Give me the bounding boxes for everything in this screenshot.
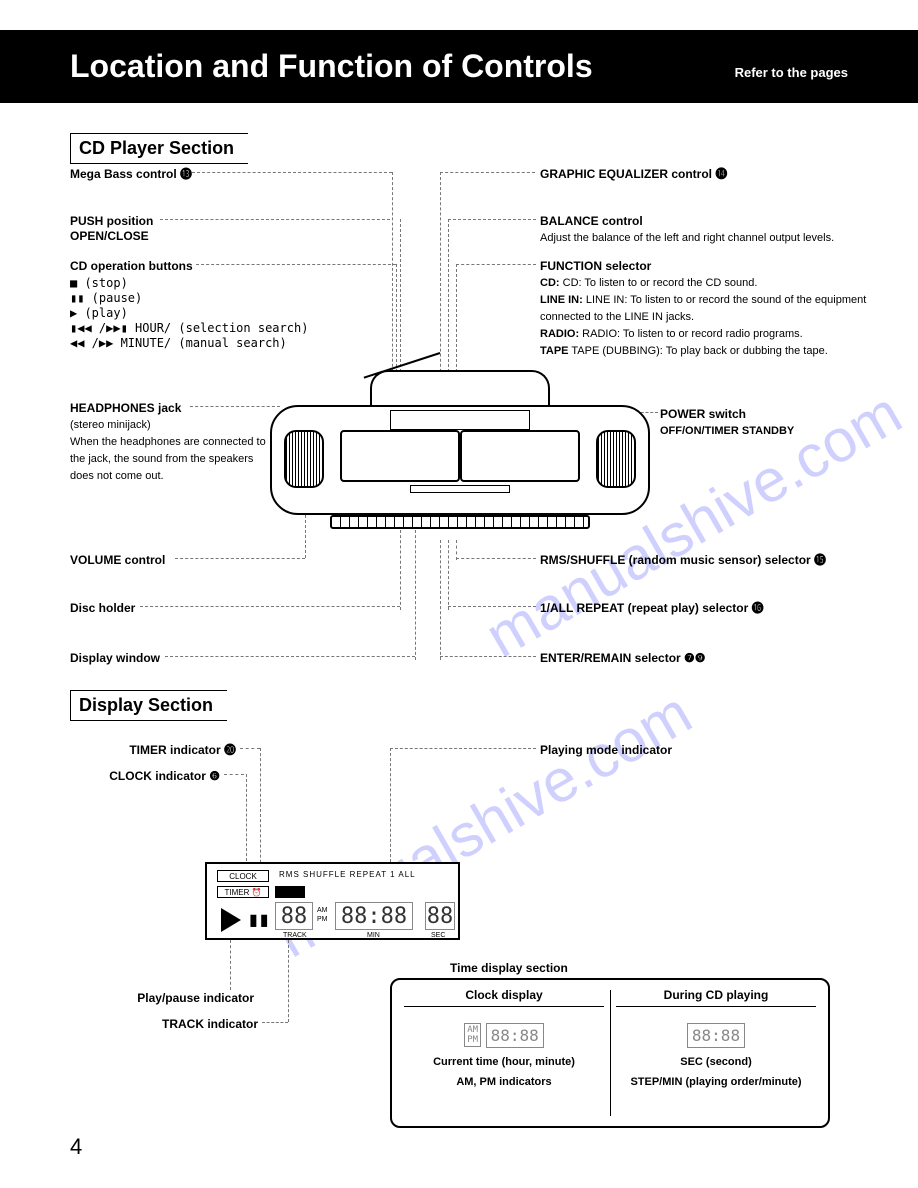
caption: AM, PM indicators (404, 1076, 604, 1088)
leader-line (246, 774, 247, 866)
caption: STEP/MIN (playing order/minute) (616, 1076, 816, 1088)
callout-push-position: PUSH position (70, 213, 153, 229)
leader-line (440, 540, 441, 660)
leader-line (440, 656, 536, 657)
leader-line (448, 219, 449, 392)
display-panel-illustration: CLOCK TIMER ⏰ RMS SHUFFLE REPEAT 1 ALL ▮… (205, 862, 460, 940)
disp-clock-label: CLOCK (217, 870, 269, 882)
base-buttons (330, 515, 590, 529)
leader-line (456, 264, 536, 265)
callout-disc-holder: Disc holder (70, 600, 135, 616)
callout-function: FUNCTION selector CD: CD: To listen to o… (540, 258, 870, 358)
seg-track: 88 (275, 902, 313, 930)
leader-line (456, 540, 457, 560)
leader-line (448, 540, 449, 610)
callout-play-pause: Play/pause indicator (124, 990, 254, 1006)
tape-deck-a (340, 430, 460, 482)
callout-clock-ind: CLOCK indicator ❻ (100, 768, 220, 784)
leader-line (140, 606, 400, 607)
divider (610, 990, 611, 1116)
top-panel (390, 410, 530, 430)
leader-line (400, 530, 401, 610)
leader-line (160, 219, 390, 220)
disp-timer-label: TIMER ⏰ (217, 886, 269, 898)
callout-track-ind: TRACK indicator (148, 1016, 258, 1032)
caption: SEC (second) (616, 1056, 816, 1068)
boombox-illustration (270, 370, 650, 540)
callout-cd-ops: CD operation buttons (70, 258, 193, 274)
disp-black-box (275, 886, 305, 898)
leader-line (260, 748, 261, 878)
control-strip (410, 485, 510, 493)
callout-hour: ▮◀◀ /▶▶▮ HOUR/ (selection search) (70, 320, 308, 336)
seg-sec: 88 (425, 902, 455, 930)
callout-power: POWER switch OFF/ON/TIMER STANDBY (660, 406, 794, 439)
leader-line (390, 748, 391, 862)
time-display-box: Clock display AMPM 88:88 Current time (h… (390, 978, 830, 1128)
play-icon (221, 908, 241, 932)
leader-line (392, 172, 393, 392)
leader-line (196, 264, 396, 265)
section-heading-display: Display Section (70, 690, 227, 721)
leader-line (192, 172, 392, 173)
leader-line (415, 530, 416, 660)
callout-play: ▶ (play) (70, 305, 128, 321)
speaker-right (596, 430, 636, 488)
page-number: 4 (70, 1134, 82, 1160)
ampm-labels: AMPM (317, 906, 328, 924)
callout-volume: VOLUME control (70, 552, 165, 568)
leader-line (390, 748, 536, 749)
callout-geq: GRAPHIC EQUALIZER control ⓮ (540, 166, 727, 182)
callout-playing-mode: Playing mode indicator (540, 742, 672, 758)
leader-line (440, 172, 441, 392)
leader-line (190, 406, 280, 407)
callout-headphones: HEADPHONES jack (stereo minijack) When t… (70, 400, 270, 484)
disp-modes: RMS SHUFFLE REPEAT 1 ALL (279, 870, 416, 879)
callout-mega-bass: Mega Bass control ⓭ (70, 166, 192, 182)
callout-display-window: Display window (70, 650, 160, 666)
time-col-cd: During CD playing 88:88 SEC (second) STE… (616, 988, 816, 1088)
leader-line (175, 558, 305, 559)
leader-line (288, 940, 289, 1022)
leader-line (165, 656, 415, 657)
pause-icon: ▮▮ (249, 910, 271, 930)
seg-time: 88:88 (335, 902, 413, 930)
sub-track: TRACK (283, 932, 307, 939)
tape-deck-b (460, 430, 580, 482)
leader-line (240, 748, 260, 749)
leader-line (456, 558, 536, 559)
callout-balance: BALANCE control Adjust the balance of th… (540, 213, 860, 246)
sub-min: MIN (367, 932, 380, 939)
callout-open-close: OPEN/CLOSE (70, 228, 149, 244)
content-layer: manualshive.com manualshive.com Mega Bas… (0, 0, 918, 1188)
sub-sec: SEC (431, 932, 445, 939)
callout-minute: ◀◀ /▶▶ MINUTE/ (manual search) (70, 335, 287, 351)
leader-line (440, 172, 535, 173)
seg-mini: 88:88 (687, 1023, 745, 1048)
leader-line (448, 606, 536, 607)
callout-time-section: Time display section (450, 960, 568, 976)
callout-repeat: 1/ALL REPEAT (repeat play) selector ⓰ (540, 600, 764, 616)
time-col-heading: During CD playing (616, 988, 816, 1007)
handle (370, 370, 550, 408)
time-col-clock: Clock display AMPM 88:88 Current time (h… (404, 988, 604, 1088)
leader-line (262, 1022, 288, 1023)
callout-stop: ■ (stop) (70, 275, 128, 291)
time-col-heading: Clock display (404, 988, 604, 1007)
callout-timer-ind: TIMER indicator ⓴ (116, 742, 236, 758)
leader-line (448, 219, 536, 220)
leader-line (224, 774, 244, 775)
seg-mini: 88:88 (486, 1023, 544, 1048)
callout-pause: ▮▮ (pause) (70, 290, 142, 306)
caption: Current time (hour, minute) (404, 1056, 604, 1068)
callout-rms: RMS/SHUFFLE (random music sensor) select… (540, 552, 826, 568)
callout-enter: ENTER/REMAIN selector ❼❾ (540, 650, 706, 666)
speaker-left (284, 430, 324, 488)
leader-line (230, 940, 231, 990)
